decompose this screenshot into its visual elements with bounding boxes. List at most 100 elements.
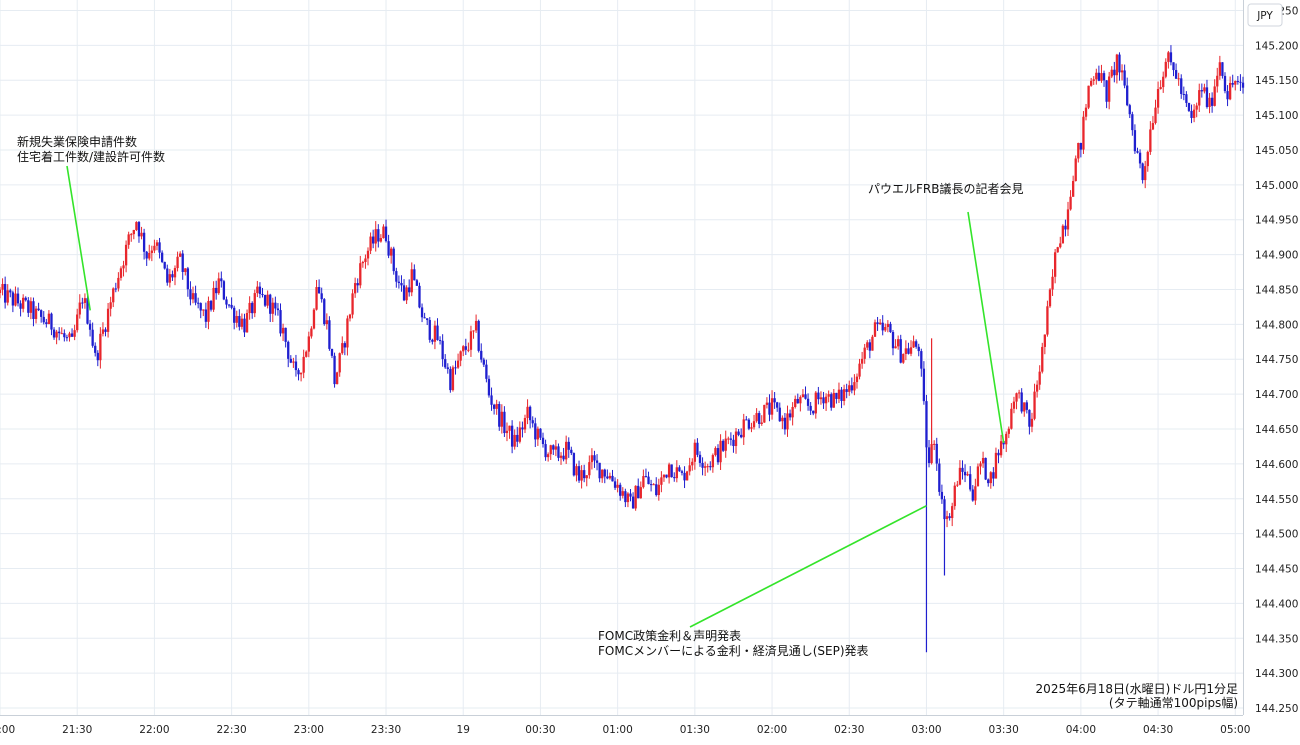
candle-body [68,333,71,338]
candle-body [513,434,516,447]
candle-body [758,413,761,424]
x-tick-label: 22:00 [139,724,169,736]
y-tick-label: 144.800 [1255,319,1298,331]
candle-body [480,350,483,360]
candle-body [670,464,673,478]
candle-body [611,475,614,482]
candle-body [29,301,33,313]
candle-body [1185,94,1188,103]
candle-body [11,292,15,306]
candle-body [122,265,125,269]
candle-body [245,313,249,333]
candle-body [477,320,480,351]
candle-body [348,314,352,319]
candle-body [83,298,87,303]
candle-body [703,466,707,468]
candle-body [70,333,74,337]
y-tick-label: 144.650 [1255,424,1298,436]
candle-body [732,439,735,447]
candle-body [124,244,128,266]
candle-body [34,308,38,319]
candle-body [1120,70,1124,73]
candle-body [884,327,887,331]
candle-body [837,389,841,399]
candle-body [464,346,467,350]
candle-body [933,443,936,445]
candle-body [1082,116,1085,150]
candle-body [992,472,995,479]
y-tick-label: 144.850 [1255,284,1298,296]
candle-body [173,268,177,278]
candle-body [251,302,254,314]
candle-body [868,342,872,351]
candle-body [737,431,740,435]
candle-body [1162,76,1165,88]
candle-body [765,402,769,405]
y-tick-label: 144.300 [1255,668,1298,680]
x-tick-label: 04:30 [1143,724,1173,736]
candle-body [433,325,437,342]
candle-body [675,467,678,479]
candle-body [27,300,30,313]
candle-body [565,441,568,460]
candle-body [595,460,599,463]
candle-body [667,464,671,478]
candle-body [1149,129,1152,152]
candle-body [1203,87,1206,92]
candle-body [114,288,117,290]
candle-body [794,398,797,407]
candle-body [289,358,292,363]
candle-body [575,466,578,476]
candle-body [1177,78,1180,80]
candle-body [307,336,310,352]
candle-body [222,281,226,300]
candle-body [683,472,686,481]
candle-body [428,320,431,340]
candle-body [1123,70,1126,86]
candle-body [225,299,228,305]
candle-body [1010,408,1013,429]
candle-body [745,419,748,421]
candle-body [1005,433,1008,445]
candle-body [469,331,473,350]
candle-body [1033,391,1036,419]
candle-body [606,476,609,479]
candle-body [531,420,534,424]
candle-body [1234,81,1237,85]
candle-body [585,475,588,479]
candle-body [1043,334,1046,347]
candle-body [1115,54,1119,76]
candle-body [580,470,583,481]
candle-body [917,346,920,352]
candle-body [878,322,882,325]
candle-body [153,245,156,251]
x-tick-label: 04:00 [1066,724,1096,736]
y-tick-label: 145.050 [1255,145,1298,157]
candle-body [1221,62,1224,76]
candle-body [1035,384,1039,392]
candle-body [356,283,359,286]
candle-body [894,346,897,349]
candle-body [186,268,190,290]
candle-body [230,304,233,308]
candle-body [997,452,1000,456]
candle-body [1182,93,1185,95]
candle-body [812,410,815,414]
candle-body [909,347,913,354]
annotation-line [689,505,927,628]
candle-body [521,427,524,430]
candle-body [1167,52,1170,62]
candle-body [158,242,161,253]
candle-body [907,348,910,354]
candle-body [176,256,179,269]
x-tick-label: 21:30 [62,724,92,736]
candle-body [1198,90,1201,106]
candle-body [662,474,666,478]
candle-body [873,322,877,337]
candle-body [940,491,944,500]
candle-body [317,287,321,294]
candle-body [902,353,905,363]
candle-body [796,398,799,404]
candle-body [395,271,398,282]
